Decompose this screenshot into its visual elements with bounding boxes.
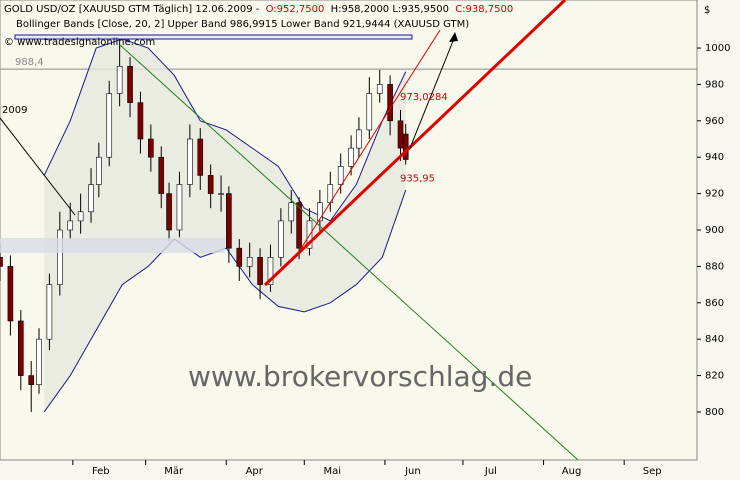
band-fill [44,38,406,412]
candle-body [116,65,123,94]
candle-body [246,256,253,267]
trend-line [119,44,579,461]
candle-body [337,166,344,185]
open-text: O:952,7500 [266,4,325,15]
y-tick-label: 900 [705,225,724,236]
trend-line [294,29,441,259]
arrow-head [449,32,458,42]
price-label: 935,95 [400,174,435,185]
candle-body [0,256,3,267]
candle-body [187,138,193,185]
candle-body [96,156,102,185]
y-tick-label: 800 [705,407,724,418]
y-tick-label: 960 [705,116,724,127]
level-label: 988,4 [15,57,44,68]
y-tick-label: 1000 [705,43,730,54]
candle-body [7,266,14,322]
candle-body [106,93,113,158]
candle-body [18,320,24,376]
year-label: 2009 [2,105,27,116]
candle-body [226,193,232,249]
candle-body [348,147,354,167]
instrument: GOLD USD/OZ [XAUUSD GTM Täglich] 12.06.2… [4,4,260,15]
trend-line [263,0,567,287]
candle-body [317,202,323,222]
header: GOLD USD/OZ [XAUUSD GTM Täglich] 12.06.2… [4,4,513,15]
arrow [409,35,456,149]
pointer-line [0,117,76,216]
x-tick-label: Mai [324,466,342,477]
x-tick-label: Apr [246,466,264,477]
y-tick-label: 840 [705,334,724,345]
x-tick-label: Feb [92,466,110,477]
y-tick-label: 940 [705,152,724,163]
candle-body [296,202,302,249]
y-tick-label: 820 [705,371,724,382]
candle-body [402,133,409,160]
candle-body [158,156,165,194]
hl-text: H:958,2000 L:935,9500 [331,4,449,15]
candle-body [36,338,42,385]
candle-body [67,220,74,231]
candle-body [57,229,63,285]
plot: 988,4 [0,38,701,413]
candle-body [46,284,53,340]
close-text: C:938,7500 [455,4,513,15]
candle-body [197,138,204,176]
candle-body [366,93,373,131]
y-tick-label: 860 [705,298,724,309]
candle-body [77,211,84,222]
source: © www.tradesignalonline.com [4,37,155,48]
candle-body [127,65,133,103]
currency: $ [704,5,710,16]
candle-body [166,193,172,231]
watermark: www.brokervorschlag.de [188,360,532,393]
candle-body [397,120,404,149]
band-upper [43,38,407,222]
price-label: 973,0284 [400,92,448,103]
candle-body [148,138,154,158]
x-tick-label: Mär [164,466,184,477]
candle-body [236,247,243,267]
candle-body [218,193,224,195]
shade-box [0,238,225,253]
header-bar [14,34,413,40]
candle-body [278,220,284,258]
candle-body [207,175,214,194]
candle-body [356,129,362,149]
x-tick-label: Sep [643,466,662,477]
candle-body [137,102,144,140]
candle-body [176,184,183,231]
candle-body [28,375,35,385]
x-tick-label: Aug [562,466,582,477]
candle-body [288,202,295,222]
y-tick-label: 980 [705,79,724,90]
candle-body [267,256,274,285]
candle-body [376,84,383,94]
x-tick-label: Jul [484,466,497,477]
indicator: Bollinger Bands [Close, 20, 2] Upper Ban… [16,19,469,30]
candle-body [257,256,263,285]
candle-body [387,84,393,122]
candle-body [88,184,94,213]
x-tick-label: Jun [404,466,421,477]
y-tick-label: 880 [705,261,724,272]
y-tick-label: 920 [705,189,724,200]
